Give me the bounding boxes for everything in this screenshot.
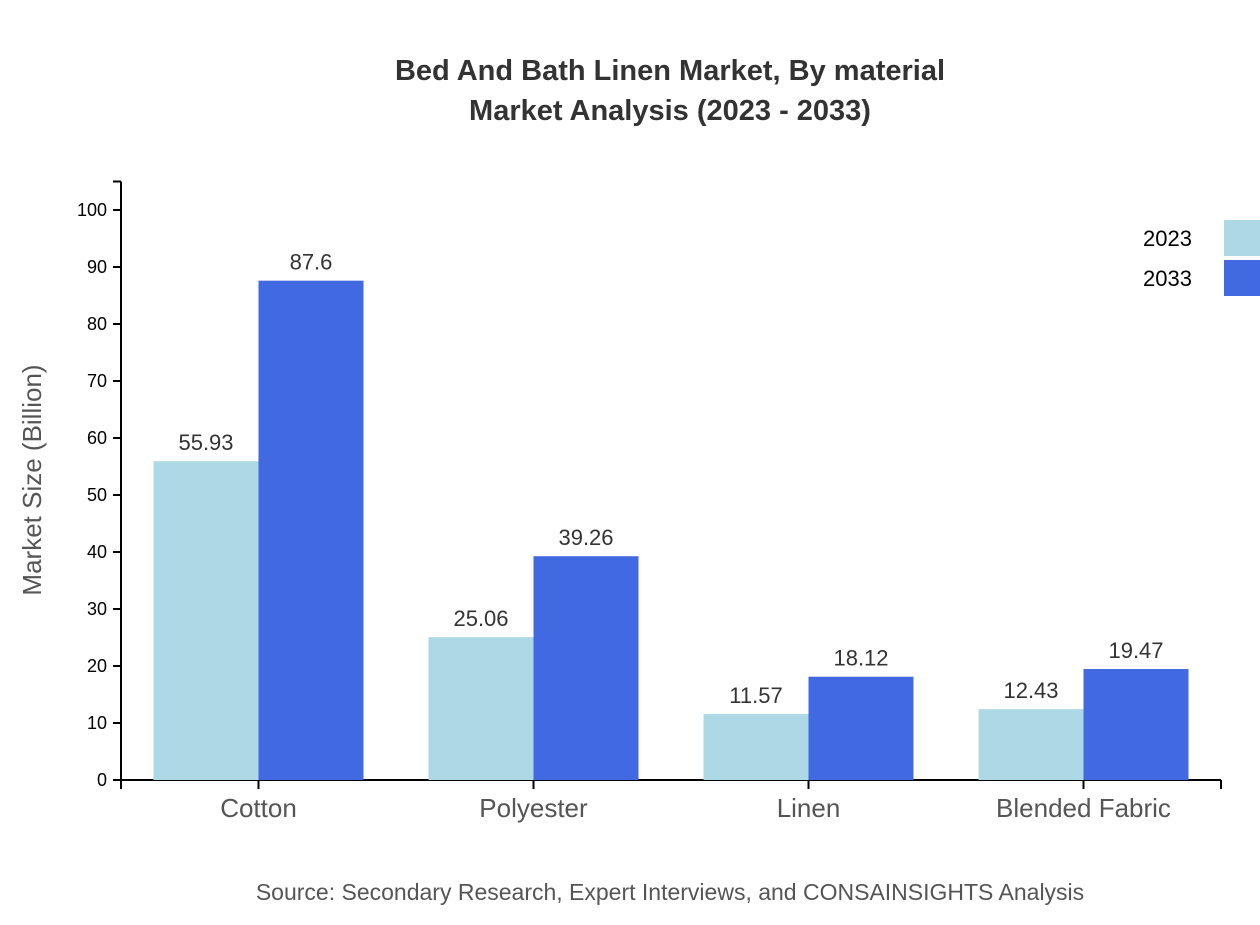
y-tick-label: 20	[87, 656, 107, 676]
chart-title: Bed And Bath Linen Market, By material	[395, 55, 945, 87]
data-label: 12.43	[1003, 678, 1058, 703]
data-label: 55.93	[178, 430, 233, 455]
x-tick-label: Blended Fabric	[996, 793, 1171, 823]
legend-label-2023: 2023	[1143, 226, 1192, 251]
data-label: 18.12	[833, 646, 888, 671]
bar-2023-linen	[703, 714, 809, 780]
y-tick-label: 0	[97, 770, 107, 790]
y-tick-label: 100	[77, 200, 107, 220]
y-axis-label: Market Size (Billion)	[17, 364, 47, 595]
y-tick-label: 80	[87, 314, 107, 334]
y-tick-label: 50	[87, 485, 107, 505]
data-label: 87.6	[290, 250, 333, 275]
x-tick-label: Polyester	[479, 793, 588, 823]
bar-2033-polyester	[533, 556, 639, 780]
chart-subtitle: Market Analysis (2023 - 2033)	[469, 95, 871, 127]
y-tick-label: 10	[87, 713, 107, 733]
y-tick-label: 70	[87, 371, 107, 391]
data-label: 39.26	[558, 525, 613, 550]
bar-2023-cotton	[153, 461, 259, 780]
bar-2023-polyester	[428, 637, 534, 780]
x-tick-label: Linen	[777, 793, 841, 823]
y-tick-label: 40	[87, 542, 107, 562]
source-note: Source: Secondary Research, Expert Inter…	[256, 879, 1084, 905]
y-tick-label: 30	[87, 599, 107, 619]
y-tick-label: 90	[87, 257, 107, 277]
data-label: 19.47	[1108, 638, 1163, 663]
legend-swatch-2023	[1224, 220, 1260, 256]
bar-2033-cotton	[258, 280, 364, 780]
y-tick-label: 60	[87, 428, 107, 448]
data-label: 11.57	[729, 683, 782, 708]
legend-swatch-2033	[1224, 260, 1260, 296]
data-label: 25.06	[453, 606, 508, 631]
legend-label-2033: 2033	[1143, 266, 1192, 291]
x-tick-label: Cotton	[220, 793, 297, 823]
bar-2033-linen	[808, 676, 914, 780]
bar-2033-blended-fabric	[1083, 669, 1189, 780]
bar-2023-blended-fabric	[978, 709, 1084, 780]
